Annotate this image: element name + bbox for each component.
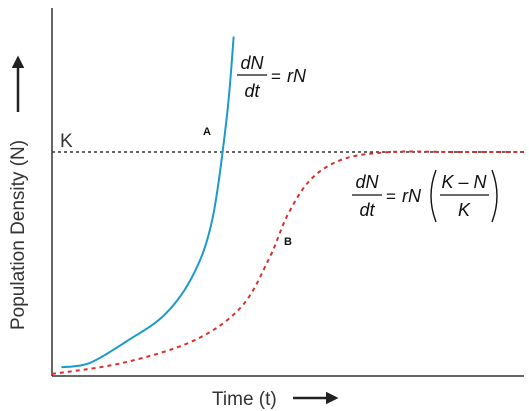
exponential-equation: dN dt = rN bbox=[237, 53, 307, 101]
y-axis-label: Population Density (N) bbox=[8, 140, 29, 330]
carrying-capacity-label: K bbox=[60, 131, 73, 152]
x-axis-label: Time (t) bbox=[212, 389, 277, 410]
eq-b-numerator: dN bbox=[355, 172, 379, 192]
eq-a-equals: = bbox=[271, 67, 281, 86]
eq-b-inner-numerator: K – N bbox=[441, 172, 487, 192]
eq-b-left-paren bbox=[430, 169, 437, 223]
logistic-equation: dN dt = rN K – N K bbox=[352, 169, 498, 223]
curve-b-label: B bbox=[284, 236, 292, 248]
eq-a-rhs: rN bbox=[287, 66, 307, 86]
logistic-growth-curve bbox=[51, 150, 524, 375]
curve-a-label: A bbox=[203, 126, 211, 138]
eq-b-rhs-prefix: rN bbox=[402, 186, 422, 206]
eq-b-denominator: dt bbox=[359, 200, 375, 220]
eq-a-numerator: dN bbox=[240, 53, 264, 73]
exponential-growth-curve bbox=[61, 36, 235, 369]
eq-b-right-paren bbox=[491, 169, 498, 223]
eq-a-denominator: dt bbox=[244, 81, 260, 101]
eq-b-equals: = bbox=[386, 187, 396, 206]
eq-b-inner-denominator: K bbox=[458, 200, 471, 220]
